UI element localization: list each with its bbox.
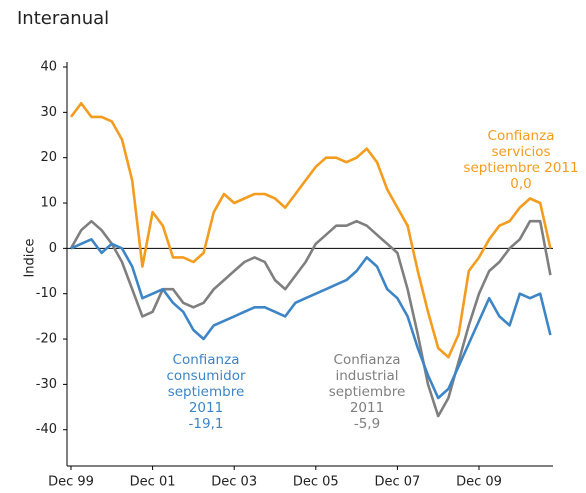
annotation: septiembre 2011 xyxy=(463,160,578,176)
annotation: -19,1 xyxy=(189,416,224,432)
annotation: 0,0 xyxy=(510,176,531,192)
annotation: industrial xyxy=(335,368,398,384)
x-tick-label: Dec 07 xyxy=(374,475,420,490)
y-tick-label: -20 xyxy=(36,332,57,347)
y-axis-label: Indice xyxy=(23,238,38,277)
series-line xyxy=(70,238,552,400)
x-tick-label: Dec 05 xyxy=(293,475,339,490)
x-tick-label: Dec 01 xyxy=(130,475,176,490)
y-tick-label: 0 xyxy=(49,241,57,256)
y-tick-label: -10 xyxy=(36,286,57,301)
annotation: -5,9 xyxy=(354,416,380,432)
annotation: Confianza xyxy=(334,352,401,368)
annotation: septiembre xyxy=(168,384,245,400)
annotation: 2011 xyxy=(189,400,223,416)
x-tick-label: Dec 99 xyxy=(48,475,94,490)
y-tick-label: -30 xyxy=(36,377,57,392)
chart-title: Interanual xyxy=(17,8,109,29)
x-tick-label: Dec 09 xyxy=(456,475,502,490)
series-line xyxy=(69,219,552,418)
annotation: consumidor xyxy=(166,368,246,384)
y-tick-label: 10 xyxy=(40,196,57,211)
annotation: septiembre xyxy=(329,384,406,400)
y-tick-label: 30 xyxy=(40,105,57,120)
y-tick-label: 20 xyxy=(40,150,57,165)
x-tick-label: Dec 03 xyxy=(211,475,257,490)
annotation: 2011 xyxy=(350,400,384,416)
annotation: Confianza xyxy=(488,128,555,144)
y-tick-label: -40 xyxy=(36,422,57,437)
series-line xyxy=(69,102,552,359)
annotation: Confianza xyxy=(173,352,240,368)
annotation: servicios xyxy=(491,144,550,160)
y-tick-label: 40 xyxy=(40,60,57,75)
